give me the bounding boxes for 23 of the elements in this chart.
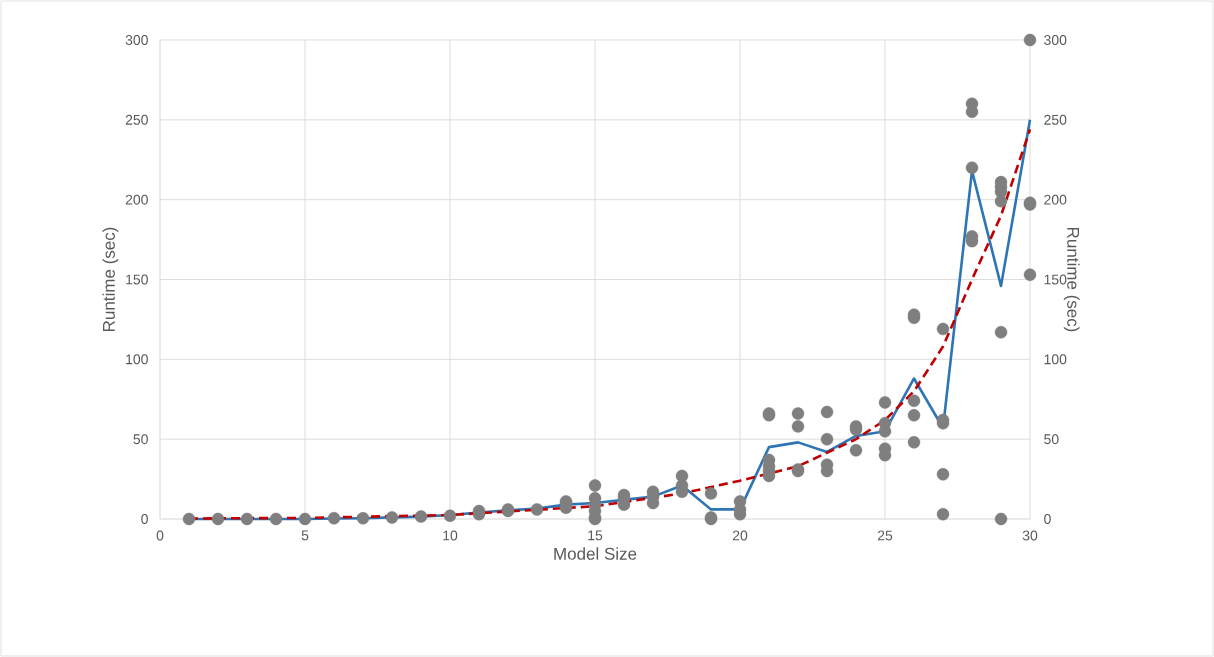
x-tick-label: 20 [732, 530, 748, 541]
y2-tick-label: 300 [1044, 35, 1067, 45]
y2-tick-label: 50 [1044, 434, 1059, 445]
x-tick-label: 0 [156, 530, 164, 541]
y-tick-label: 200 [125, 194, 148, 205]
y2-tick-label: 0 [1044, 514, 1051, 524]
y-axis-title: Runtime (sec) [102, 227, 119, 331]
y2-tick-label: 100 [1044, 354, 1067, 365]
y-tick-label: 50 [133, 434, 148, 445]
x-tick-label: 30 [1022, 530, 1038, 541]
y2-tick-label: 150 [1044, 274, 1067, 285]
x-tick-label: 5 [301, 530, 309, 541]
x-tick-label: 10 [443, 530, 458, 541]
y-tick-label: 100 [126, 354, 148, 365]
y-tick-label: 150 [126, 274, 148, 285]
y-tick-label: 0 [141, 514, 148, 524]
x-axis-title: Model Size [554, 547, 637, 560]
y-tick-label: 300 [125, 35, 148, 45]
x-tick-label: 25 [877, 530, 893, 541]
y2-tick-label: 250 [1044, 114, 1067, 125]
x-tick-label: 15 [588, 530, 603, 541]
y-tick-label: 250 [125, 114, 148, 125]
y2-tick-label: 200 [1044, 194, 1067, 205]
